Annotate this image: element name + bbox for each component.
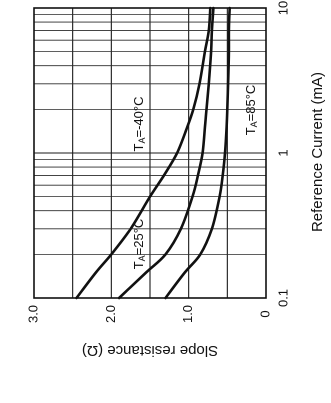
series-label-2: TA=85°C xyxy=(243,85,259,136)
tick-labels: 0 1.0 2.0 3.0 0.1 1 10 xyxy=(25,1,290,323)
series-label-1: TA=25°C xyxy=(131,219,147,270)
plot-frame xyxy=(33,7,267,299)
series-curves xyxy=(75,6,231,300)
y-tick-label: 0 xyxy=(257,310,272,317)
x-tick-label: 0.1 xyxy=(275,289,290,307)
series-label-0: TA=-40°C xyxy=(131,97,147,152)
y-tick-label: 2.0 xyxy=(103,305,118,323)
x-axis-label: Reference Current (mA) xyxy=(309,72,326,232)
series-labels: TA=-40°C TA=25°C TA=85°C xyxy=(131,85,259,270)
series-curve-0 xyxy=(75,6,212,300)
grid xyxy=(34,8,266,298)
series-curve-2 xyxy=(164,6,231,300)
y-tick-label: 3.0 xyxy=(25,305,40,323)
x-tick-label: 10 xyxy=(275,1,290,15)
y-tick-label: 1.0 xyxy=(180,305,195,323)
x-tick-label: 1 xyxy=(275,149,290,156)
y-axis-label: Slope resistance (Ω) xyxy=(82,342,218,359)
series-curve-1 xyxy=(117,6,215,300)
